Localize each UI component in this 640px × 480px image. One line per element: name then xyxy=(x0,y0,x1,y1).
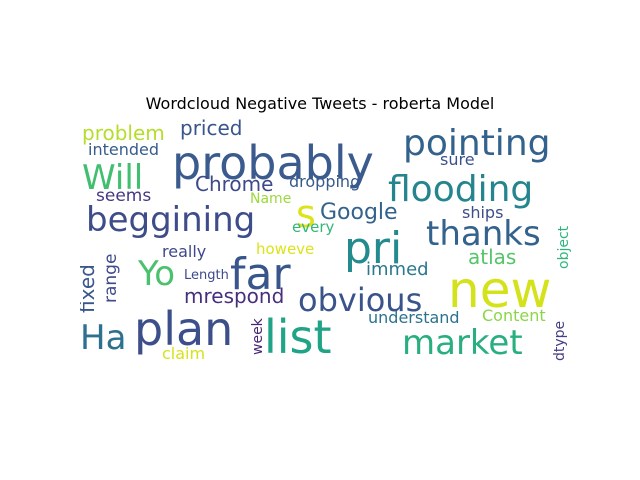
word-market: market xyxy=(402,323,523,363)
word-really: really xyxy=(162,242,206,261)
word-yo: Yo xyxy=(137,254,175,294)
word-understand: understand xyxy=(368,308,460,327)
word-sure: sure xyxy=(440,150,475,169)
word-week: week xyxy=(250,317,266,355)
word-every: every xyxy=(292,218,335,236)
word-problem: problem xyxy=(82,121,165,145)
word-pri: pri xyxy=(344,223,402,274)
word-flooding: flooding xyxy=(388,169,533,210)
word-immed: immed xyxy=(366,259,429,280)
word-dropping: dropping xyxy=(289,172,360,191)
word-content: Content xyxy=(482,306,546,325)
word-fixed: fixed xyxy=(80,264,99,313)
word-plan: plan xyxy=(134,302,233,356)
word-priced: priced xyxy=(180,117,242,140)
word-range: range xyxy=(101,254,121,303)
word-google: Google xyxy=(320,200,398,225)
word-name: Name xyxy=(250,191,291,207)
word-s: s xyxy=(296,192,316,236)
word-obvious: obvious xyxy=(298,281,422,319)
word-far: far xyxy=(230,249,291,300)
word-howeve: howeve xyxy=(256,240,314,258)
word-pointing: pointing xyxy=(403,123,550,164)
wordcloud-area: probably new pri far plan list pointing floodin… xyxy=(80,117,580,367)
chart-title: Wordcloud Negative Tweets - roberta Mode… xyxy=(145,94,495,113)
word-ships: ships xyxy=(462,203,503,222)
word-thanks: thanks xyxy=(426,214,541,254)
word-dtype: dtype xyxy=(552,321,568,361)
word-intended: intended xyxy=(88,140,159,159)
word-beggining: beggining xyxy=(86,200,255,240)
word-list: list xyxy=(264,310,332,364)
word-new: new xyxy=(448,261,551,319)
word-seems: seems xyxy=(96,186,151,206)
word-claim: claim xyxy=(162,344,205,363)
word-length: Length xyxy=(184,268,229,283)
word-chrome: Chrome xyxy=(195,172,273,196)
word-probably: probably xyxy=(172,136,374,190)
word-mrespond: mrespond xyxy=(184,284,284,308)
word-object: object xyxy=(556,225,572,269)
word-will: Will xyxy=(82,158,143,198)
word-atlas: atlas xyxy=(468,245,516,269)
word-ha: Ha xyxy=(80,318,126,358)
